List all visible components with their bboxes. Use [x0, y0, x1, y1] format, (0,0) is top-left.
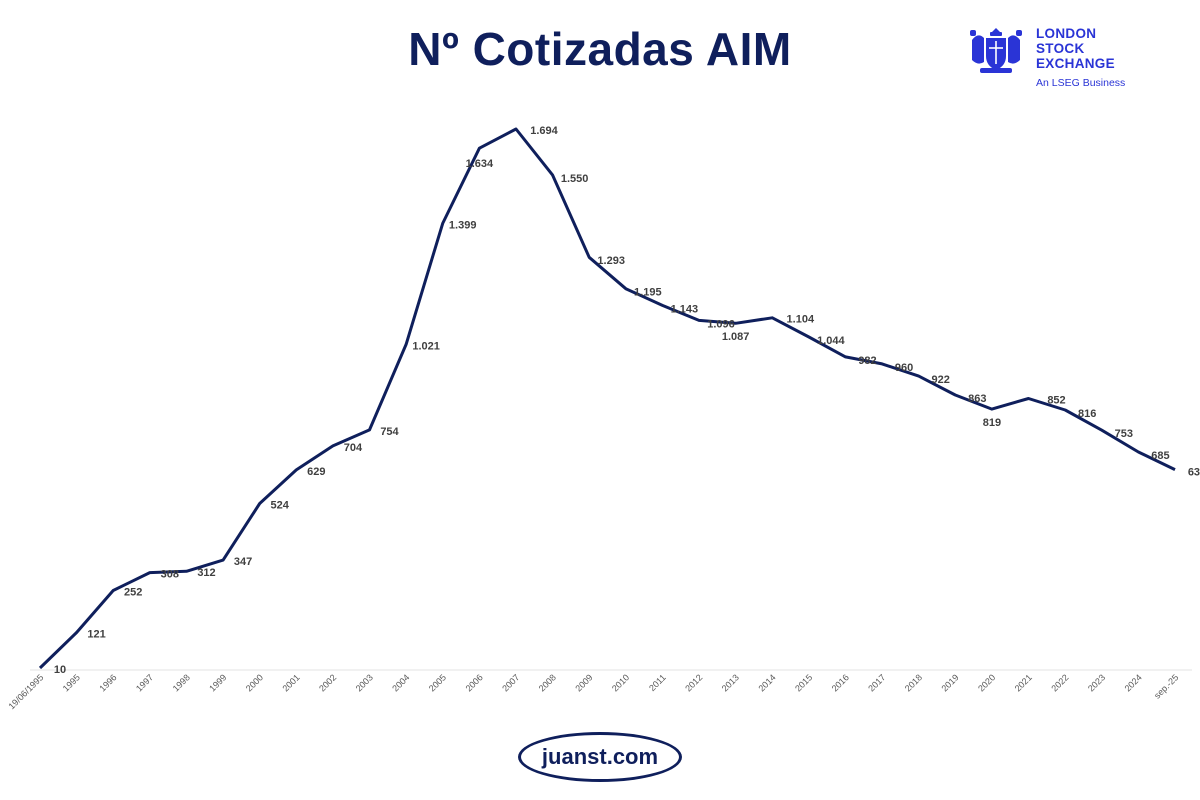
x-tick-label: 2015	[793, 672, 814, 693]
data-label: 863	[968, 393, 986, 405]
x-tick-label: 2007	[500, 672, 521, 693]
x-tick-label: 2002	[317, 672, 338, 693]
x-tick-label: 2021	[1013, 672, 1034, 693]
x-tick-label: 2003	[354, 672, 375, 693]
website-badge[interactable]: juanst.com	[518, 732, 682, 782]
x-tick-label: 2017	[866, 672, 887, 693]
x-tick-label: 2018	[903, 672, 924, 693]
data-label: 685	[1151, 450, 1169, 462]
data-label: 1.096	[707, 318, 735, 330]
x-tick-label: 2023	[1086, 672, 1107, 693]
data-label: 1.694	[530, 125, 558, 137]
x-tick-label: 2020	[976, 672, 997, 693]
x-tick-label: 2004	[390, 672, 411, 693]
logo-line-1: LONDON	[1036, 26, 1097, 41]
data-label: 308	[161, 569, 179, 581]
x-tick-label: 2019	[939, 672, 960, 693]
data-label: 1.293	[597, 255, 625, 267]
x-tick-label: 1996	[97, 672, 118, 693]
x-tick-label: 1998	[171, 672, 192, 693]
data-label: 10	[54, 664, 66, 676]
data-label: 1.104	[787, 314, 815, 326]
data-label: 960	[895, 362, 913, 374]
data-label: 1.195	[634, 287, 662, 299]
x-tick-label: 2024	[1123, 672, 1144, 693]
x-tick-label: 1997	[134, 672, 155, 693]
series-line	[38, 127, 1176, 670]
data-label: 524	[271, 499, 290, 511]
x-tick-label: 2013	[720, 672, 741, 693]
x-tick-label: 2014	[756, 672, 777, 693]
x-tick-label: 2010	[610, 672, 631, 693]
x-tick-label: sep.-25	[1152, 672, 1180, 700]
data-label: 816	[1078, 408, 1096, 420]
x-tick-label: 2000	[244, 672, 265, 693]
data-label: 753	[1115, 428, 1133, 440]
data-label: 819	[983, 417, 1001, 429]
data-label: 630	[1188, 467, 1200, 479]
x-tick-label: 2006	[464, 672, 485, 693]
data-label: 121	[87, 628, 105, 640]
data-labels: 10 121 252 308 312 347 524 629 704 754 1.021 1.399 1…	[54, 125, 1200, 676]
x-tick-label: 2009	[573, 672, 594, 693]
x-tick-label: 19/06/1995	[6, 672, 45, 711]
data-label: 1.550	[561, 173, 589, 185]
data-label: 982	[858, 355, 876, 367]
data-label: 347	[234, 556, 252, 568]
data-label: 1.087	[722, 331, 750, 343]
data-label: 704	[344, 442, 363, 454]
data-label: 1.634	[466, 158, 494, 170]
data-label: 629	[307, 466, 325, 478]
x-tick-labels: 19/06/1995 1995 1996 1997 1998 1999 2000 2001 20…	[6, 672, 1180, 711]
coat-of-arms-icon	[970, 28, 1022, 73]
x-tick-label: 2005	[427, 672, 448, 693]
data-label: 1.021	[412, 340, 440, 352]
x-tick-label: 2008	[537, 672, 558, 693]
data-label: 852	[1047, 394, 1065, 406]
data-label: 252	[124, 586, 142, 598]
lse-logo: LONDON STOCK EXCHANGE An LSEG Business	[966, 22, 1146, 92]
data-label: 754	[380, 426, 399, 438]
x-tick-label: 2001	[280, 672, 301, 693]
data-label: 922	[932, 374, 950, 386]
logo-subtitle: An LSEG Business	[1036, 77, 1126, 89]
x-tick-label: 2011	[647, 672, 668, 693]
x-tick-label: 2016	[830, 672, 851, 693]
x-tick-label: 2012	[683, 672, 704, 693]
data-label: 1.399	[449, 219, 477, 231]
data-label: 1.044	[817, 335, 845, 347]
logo-line-3: EXCHANGE	[1036, 56, 1115, 71]
chart-title: Nº Cotizadas AIM	[408, 23, 792, 75]
x-tick-label: 1999	[207, 672, 228, 693]
logo-line-2: STOCK	[1036, 41, 1085, 56]
data-label: 1.143	[671, 303, 699, 315]
data-label: 312	[197, 567, 215, 579]
x-tick-label: 2022	[1049, 672, 1070, 693]
